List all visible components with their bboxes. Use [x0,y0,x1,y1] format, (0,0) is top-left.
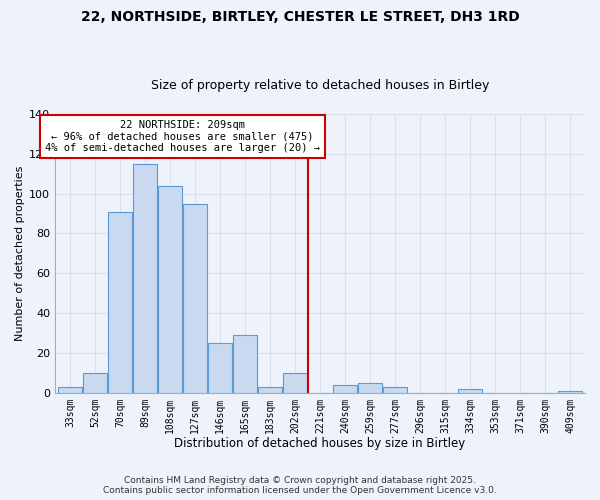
Bar [108,212,132,392]
Bar [333,385,357,392]
Bar [58,386,82,392]
Title: Size of property relative to detached houses in Birtley: Size of property relative to detached ho… [151,79,489,92]
Text: 22 NORTHSIDE: 209sqm
← 96% of detached houses are smaller (475)
4% of semi-detac: 22 NORTHSIDE: 209sqm ← 96% of detached h… [45,120,320,153]
Bar [133,164,157,392]
Bar [558,390,582,392]
Bar [358,383,382,392]
Y-axis label: Number of detached properties: Number of detached properties [15,166,25,341]
Bar [383,386,407,392]
Bar [458,388,482,392]
Bar [208,343,232,392]
Bar [158,186,182,392]
Text: Contains HM Land Registry data © Crown copyright and database right 2025.
Contai: Contains HM Land Registry data © Crown c… [103,476,497,495]
Bar [258,386,282,392]
X-axis label: Distribution of detached houses by size in Birtley: Distribution of detached houses by size … [175,437,466,450]
Bar [83,373,107,392]
Bar [233,335,257,392]
Bar [183,204,207,392]
Bar [283,373,307,392]
Text: 22, NORTHSIDE, BIRTLEY, CHESTER LE STREET, DH3 1RD: 22, NORTHSIDE, BIRTLEY, CHESTER LE STREE… [80,10,520,24]
